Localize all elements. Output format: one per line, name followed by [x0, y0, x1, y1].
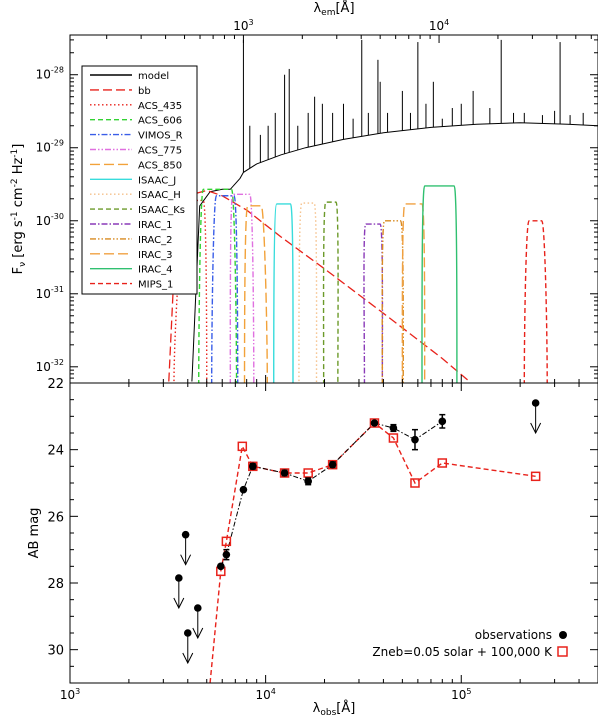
legend-label-acs_435: ACS_435	[138, 101, 182, 112]
legend-label-mips_1: MIPS_1	[138, 280, 173, 291]
top-axis-label-sub: em	[321, 8, 335, 18]
model-point-2	[237, 441, 248, 452]
observations-line	[220, 420, 443, 567]
top-axis-label-symbol: λ	[313, 1, 321, 16]
bottom-plot-area	[173, 399, 542, 683]
legend-entry-model-marker	[557, 646, 568, 657]
filter-curve-irac_1	[363, 223, 384, 383]
filter-curve-vimos_r	[210, 195, 239, 383]
upper-limit-arrowhead-1	[180, 554, 192, 566]
upper-limit-arrowhead-3	[192, 627, 204, 640]
bottom-y-tick-label: 30	[47, 644, 64, 659]
filter-curve-isaac_ks	[322, 201, 339, 383]
top-y-tick-label: 10-28	[36, 66, 64, 82]
observation-point-7	[370, 419, 379, 427]
observation-point-3	[249, 462, 257, 471]
observation-point-6	[328, 460, 337, 469]
legend-entry-observations-label: observations	[475, 628, 552, 642]
top-x-tick-label: 103	[233, 18, 253, 33]
top-y-tick-label: 10-32	[36, 358, 64, 374]
model-point-4	[279, 468, 290, 478]
filter-curve-irac_2	[381, 220, 404, 383]
model-photometry-line	[220, 422, 536, 572]
upper-limit-arrowhead-2	[182, 652, 194, 665]
model-point-8	[388, 433, 399, 443]
bottom-x-tick-label: 105	[451, 687, 471, 702]
model-continuum	[191, 122, 598, 382]
legend-label-isaac_j: ISAAC_J	[138, 175, 176, 186]
top-y-tick-label: 10-31	[36, 285, 64, 301]
bottom-axes: 103 104 105 22 24 26 28 30	[47, 377, 598, 702]
legend-label-irac_1: IRAC_1	[138, 220, 173, 231]
filter-curve-acs_606	[198, 188, 238, 383]
legend-label-irac_3: IRAC_3	[138, 250, 173, 261]
observation-point-0	[217, 562, 225, 571]
filter-curve-acs_775	[229, 193, 255, 383]
legend-label-bb: bb	[138, 86, 151, 97]
legend-label-acs_606: ACS_606	[138, 116, 182, 127]
top-y-tick-label: 10-30	[36, 212, 64, 228]
model-point-5	[303, 468, 313, 478]
filter-curve-isaac_h	[298, 202, 318, 383]
legend-label-irac_2: IRAC_2	[138, 235, 173, 246]
model-point-1	[221, 536, 232, 547]
legend-entry-observations-marker	[559, 631, 567, 639]
bottom-y-tick-label: 22	[47, 377, 64, 392]
top-y-tick-label: 10-29	[36, 139, 64, 155]
bottom-y-tick-label: 24	[47, 444, 64, 459]
bottom-x-axis-label: λobs[Å]	[313, 700, 356, 718]
model-point-11	[530, 471, 541, 482]
top-axis-label-unit: [Å]	[335, 0, 354, 16]
model-point-3	[248, 461, 258, 472]
filter-curve-mips_1	[523, 220, 548, 383]
legend-label-isaac_ks: ISAAC_Ks	[138, 205, 185, 216]
top-plot-area	[168, 39, 598, 383]
model-point-9	[410, 478, 420, 488]
bottom-y-tick-label: 28	[47, 577, 64, 592]
legend-label-acs_850: ACS_850	[138, 160, 182, 171]
bottom-legend: observations Zneb=0.05 solar + 100,000 K	[372, 628, 568, 659]
legend-label-model: model	[138, 71, 169, 82]
filter-curve-isaac_j	[273, 203, 294, 383]
top-legend: model bb ACS_435 ACS_606 VIMOS_R ACS_775 ACS_8…	[81, 65, 198, 295]
model-point-10	[437, 458, 448, 468]
observation-point-9	[411, 435, 419, 444]
observation-point-5	[304, 477, 312, 486]
legend-entry-model-label: Zneb=0.05 solar + 100,000 K	[372, 645, 553, 659]
bottom-y-tick-label: 26	[47, 510, 64, 525]
legend-label-isaac_h: ISAAC_H	[138, 190, 181, 201]
bottom-x-tick-label: 103	[60, 687, 80, 702]
bottom-x-tick-label: 104	[255, 687, 275, 702]
legend-label-acs_775: ACS_775	[138, 146, 182, 157]
observation-point-4	[280, 469, 289, 477]
filter-curve-acs_850	[243, 205, 269, 383]
bottom-y-axis-label: AB mag	[27, 508, 42, 559]
observation-point-1	[222, 550, 231, 559]
filter-curve-irac_3	[401, 203, 426, 383]
bottom-panel-frame	[69, 382, 598, 684]
top-x-tick-label: 104	[429, 18, 449, 33]
legend-label-irac_4: IRAC_4	[138, 265, 173, 276]
model-point-6	[327, 459, 338, 470]
model-point-7	[369, 418, 380, 428]
model-extension-line	[209, 571, 222, 683]
top-axis-label: λem[Å]	[313, 0, 354, 18]
upper-limit-arrowhead-0	[173, 597, 185, 610]
observation-point-8	[389, 424, 398, 432]
observation-point-2	[239, 485, 248, 494]
top-y-axis-label: Fν [erg s-1 cm-2 Hz-1]	[10, 144, 28, 275]
observation-point-10	[438, 417, 447, 426]
legend-label-vimos_r: VIMOS_R	[138, 131, 183, 142]
filter-curve-irac_4	[421, 185, 458, 383]
upper-limit-arrowhead-4	[530, 422, 542, 435]
